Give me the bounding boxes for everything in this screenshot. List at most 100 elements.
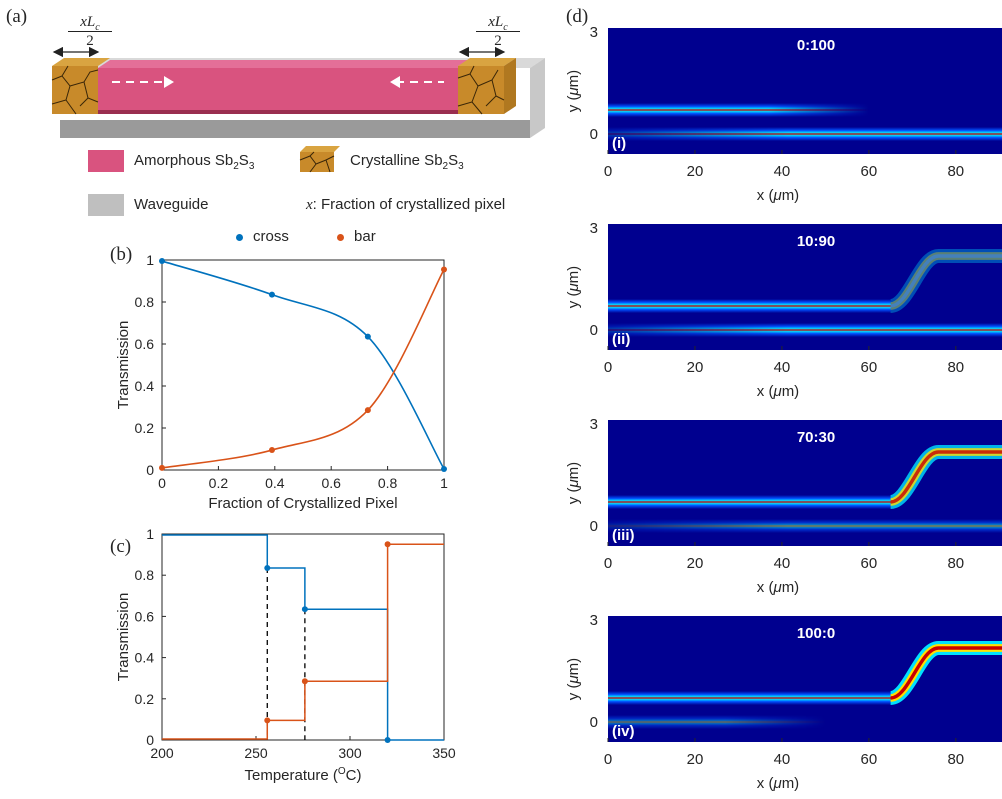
y-axis-label-d: y (μm)	[565, 70, 582, 112]
series-line-bar	[161, 269, 445, 469]
y-axis-label-c: Transmission	[115, 593, 132, 682]
lower-waveguide-mode	[608, 323, 1002, 337]
y-tick-label-c: 0.4	[135, 650, 155, 666]
lower-waveguide-mode	[608, 519, 1002, 533]
x-axis-label-d: x (μm)	[757, 383, 799, 400]
series-line-cross	[161, 260, 445, 470]
x-tick-label-b: 0	[158, 475, 166, 491]
legend-bar-label: bar	[354, 228, 376, 245]
lower-waveguide-mode	[608, 715, 1002, 729]
panel-b-label: (b)	[110, 244, 133, 265]
upper-waveguide-core	[608, 646, 1002, 700]
data-point-bar	[268, 447, 275, 454]
dimension-label-left-den: 2	[86, 33, 94, 49]
x-tick-label-b: 1	[440, 475, 448, 491]
x-tick-label-d: 0	[604, 359, 612, 376]
panel-a-label: (a)	[6, 6, 28, 27]
crystalline-block-left	[51, 58, 110, 115]
waveguide-front-face	[60, 120, 530, 138]
x-tick-label-d: 20	[687, 163, 704, 180]
upper-waveguide-mode	[608, 495, 891, 509]
ratio-label: 10:90	[797, 233, 835, 250]
data-point-cross	[384, 737, 391, 743]
x-tick-label-c: 350	[432, 745, 456, 761]
x-tick-label-c: 300	[338, 745, 362, 761]
legend-fraction-label: x: Fraction of crystallized pixel	[306, 196, 506, 213]
upper-waveguide-core	[608, 450, 1002, 504]
ratio-label: 100:0	[797, 625, 835, 642]
y-tick-label-c: 0.6	[135, 608, 155, 624]
x-tick-label-d: 40	[774, 359, 791, 376]
y-axis-label-b: Transmission	[115, 321, 132, 410]
x-tick-label-d: 60	[861, 359, 878, 376]
waveguide-side-face	[530, 58, 545, 138]
y-axis-label-d: y (μm)	[565, 658, 582, 700]
ratio-label: 0:100	[797, 37, 835, 54]
data-point-cross	[264, 564, 271, 571]
x-axis-label-d: x (μm)	[757, 775, 799, 792]
arrow-right-icon	[164, 76, 174, 88]
y-tick-label-d: 3	[590, 24, 598, 41]
upper-waveguide-mode	[608, 299, 891, 313]
x-tick-label-d: 0	[604, 163, 612, 180]
legend-cross-marker	[236, 233, 243, 241]
dimension-label-right-den: 2	[494, 33, 502, 49]
step-line-bar	[162, 543, 444, 740]
data-point-bar	[159, 464, 165, 471]
chart-c: 200 250 300 350 0 0.2 0.4 0.6 0.8 1 Temperature (O…	[115, 526, 456, 784]
subplot-tag: (ii)	[612, 331, 630, 348]
data-point-bar	[384, 541, 391, 548]
panel-c-label: (c)	[110, 536, 132, 557]
legend-crystalline-label: Crystalline Sb2S3	[350, 152, 464, 172]
upper-waveguide-core	[608, 254, 1002, 308]
x-axis-label-d: x (μm)	[757, 187, 799, 204]
upper-waveguide-mode	[608, 103, 1002, 117]
dimension-label-right: xLc	[488, 14, 508, 33]
legend-amorphous-label: Amorphous Sb2S3	[134, 152, 255, 172]
x-tick-label-d: 40	[774, 751, 791, 768]
y-axis-label-d: y (μm)	[565, 266, 582, 308]
y-tick-label-b: 0.4	[135, 378, 155, 394]
amorphous-bottom	[98, 102, 470, 114]
legend-bar-marker	[337, 233, 345, 241]
y-tick-label-d: 0	[590, 714, 598, 731]
data-point-cross	[301, 606, 308, 613]
panel-d-label: (d)	[566, 6, 589, 27]
waveguide-schematic	[51, 46, 545, 138]
x-tick-label-d: 80	[947, 555, 964, 572]
y-tick-label-d: 3	[590, 612, 598, 629]
x-tick-label-b: 0.4	[265, 475, 285, 491]
legend-amorphous-swatch	[88, 150, 124, 172]
y-tick-label-c: 0.8	[135, 567, 155, 583]
legend-crystalline-swatch	[299, 146, 340, 173]
arrow-left-icon	[390, 76, 400, 88]
x-tick-label-d: 0	[604, 555, 612, 572]
data-point-cross	[159, 258, 165, 265]
ratio-label: 70:30	[797, 429, 835, 446]
y-tick-label-b: 0.6	[135, 336, 155, 352]
data-point-cross	[364, 333, 371, 340]
y-tick-label-c: 0	[146, 732, 154, 748]
lower-waveguide-mode	[608, 127, 1002, 141]
legend-waveguide-swatch	[88, 194, 124, 216]
legend-waveguide-label: Waveguide	[134, 196, 209, 213]
x-tick-label-d: 80	[947, 359, 964, 376]
crystalline-block-right	[457, 58, 516, 115]
x-tick-label-d: 20	[687, 555, 704, 572]
y-axis-label-d: y (μm)	[565, 462, 582, 504]
x-tick-label-d: 80	[947, 751, 964, 768]
y-tick-label-d: 0	[590, 322, 598, 339]
x-tick-label-d: 0	[604, 751, 612, 768]
x-tick-label-d: 20	[687, 751, 704, 768]
x-axis-label-b: Fraction of Crystallized Pixel	[208, 495, 397, 512]
subplot-tag: (iv)	[612, 723, 635, 740]
data-point-bar	[364, 407, 371, 414]
x-tick-label-d: 80	[947, 163, 964, 180]
x-tick-label-d: 40	[774, 163, 791, 180]
amorphous-front	[98, 68, 458, 110]
x-tick-label-c: 250	[244, 745, 268, 761]
